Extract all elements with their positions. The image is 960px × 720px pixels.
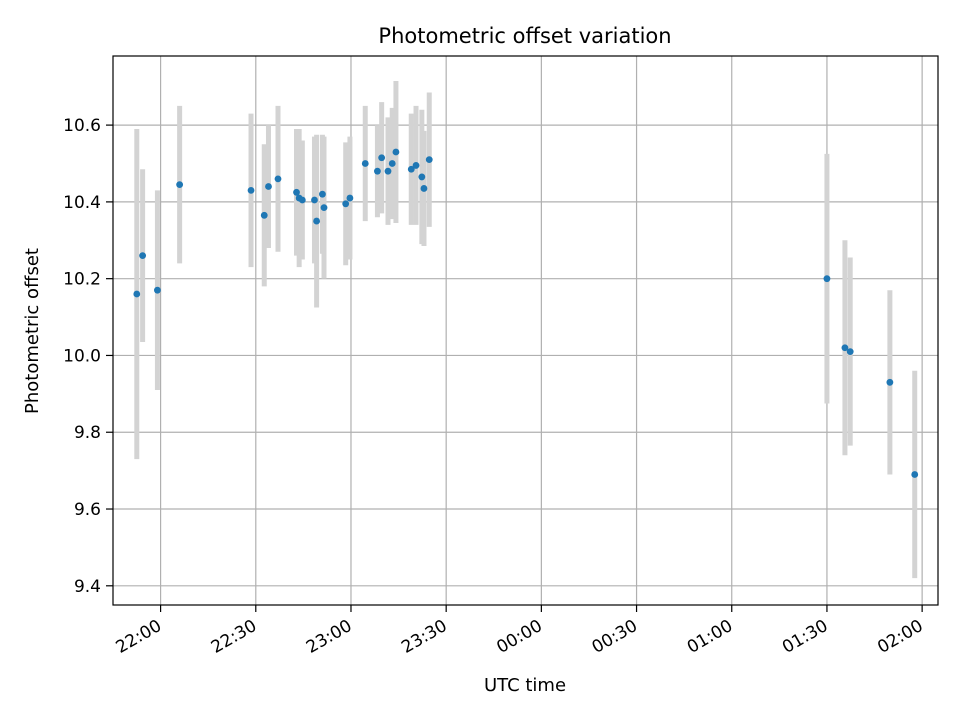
y-tick-label: 10.6 [63, 116, 101, 136]
data-point [412, 162, 420, 169]
data-point [247, 186, 255, 194]
x-tick-label: 22:30 [208, 616, 260, 658]
data-point [274, 175, 282, 183]
x-tick-label: 01:30 [779, 616, 831, 658]
y-tick-label: 10.2 [63, 270, 101, 290]
x-axis-label: UTC time [484, 675, 566, 696]
data-point [313, 217, 321, 225]
x-tick-label: 02:00 [874, 616, 926, 658]
data-point [392, 148, 400, 156]
y-tick-label: 9.8 [74, 423, 101, 443]
data-point [293, 188, 300, 196]
data-point [418, 173, 426, 181]
data-point [320, 204, 328, 212]
data-point [911, 471, 919, 478]
data-point [886, 378, 894, 386]
x-tick-label: 23:30 [398, 616, 450, 658]
data-point [407, 165, 415, 173]
data-point [378, 154, 386, 162]
data-point [298, 196, 306, 204]
x-tick-label: 23:00 [303, 616, 355, 658]
data-point [311, 196, 318, 204]
x-axis: 22:00 22:30 23:00 23:30 00:00 00:30 01:00 01:30… [113, 605, 927, 658]
data-point [319, 190, 326, 198]
data-point [384, 167, 392, 175]
x-tick-label: 00:30 [589, 616, 641, 658]
data-point [342, 200, 350, 208]
x-tick-label: 22:00 [113, 616, 165, 658]
data-point [846, 348, 854, 356]
y-axis-label: Photometric offset [22, 248, 43, 414]
data-point [265, 183, 272, 190]
y-tick-label: 10.0 [63, 346, 101, 366]
data-point [420, 185, 428, 192]
y-tick-label: 9.6 [74, 500, 101, 520]
data-point [154, 286, 161, 294]
data-point [841, 344, 849, 352]
errorbars [134, 80, 918, 579]
data-point [346, 194, 354, 202]
data-point [374, 167, 381, 175]
x-tick-label: 01:00 [684, 616, 736, 658]
data-point [260, 211, 268, 219]
data-point [176, 181, 184, 189]
data-points [133, 148, 919, 478]
data-point [361, 160, 369, 167]
grid [113, 56, 938, 605]
data-point [133, 290, 141, 298]
data-point [823, 275, 831, 283]
data-point [139, 252, 147, 260]
y-tick-label: 9.4 [74, 577, 101, 597]
y-tick-label: 10.4 [63, 193, 101, 213]
data-point [388, 160, 396, 167]
chart-title: Photometric offset variation [378, 24, 671, 48]
x-tick-label: 00:00 [493, 616, 545, 658]
data-point [425, 156, 433, 164]
plot-frame [112, 55, 939, 606]
y-axis: 9.4 9.6 9.8 10.0 10.2 10.4 10.6 [63, 116, 113, 597]
